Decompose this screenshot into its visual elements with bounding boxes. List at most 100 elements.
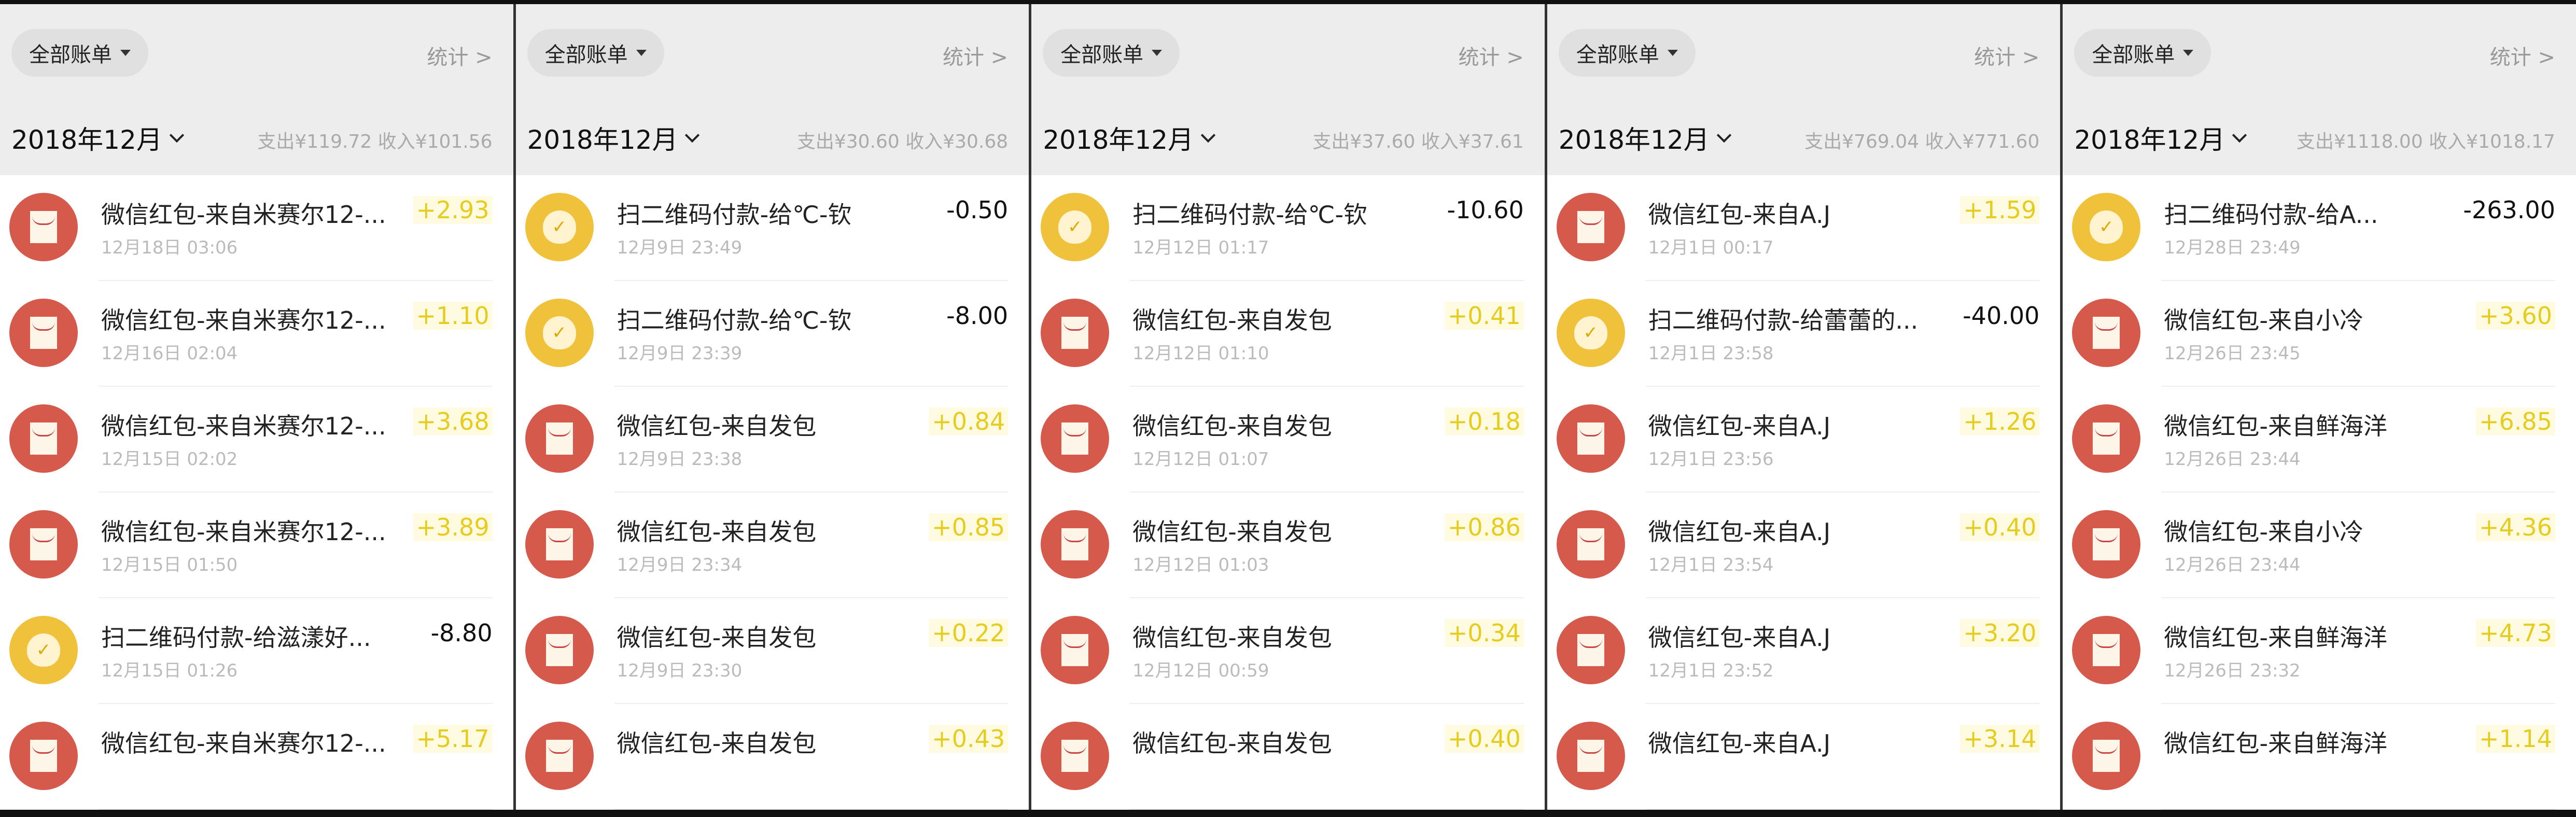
filter-label: 全部账单 [544,43,628,67]
qr-pay-icon [525,299,594,367]
transaction-row[interactable]: 微信红包-来自米赛尔12-... 12月15日 01:50 +3.89 [0,492,513,598]
envelope-glyph [30,528,57,560]
chevron-down-icon [1716,128,1731,143]
transaction-row[interactable]: 扫二维码付款-给℃-钦 12月9日 23:49 -0.50 [516,175,1029,281]
stats-link[interactable]: 统计 > [942,46,1009,69]
filter-dropdown[interactable]: 全部账单 [11,29,148,77]
transaction-row[interactable]: 微信红包-来自鲜海洋 12月26日 23:32 +4.73 [2063,598,2576,704]
filter-dropdown[interactable]: 全部账单 [2074,29,2211,77]
transaction-title: 微信红包-来自发包 [1132,412,1332,440]
transaction-row[interactable]: 扫二维码付款-给℃-钦 12月12日 01:17 -10.60 [1031,175,1545,281]
month-picker[interactable]: 2018年12月 [527,119,700,157]
transaction-row[interactable]: 微信红包-来自发包 12月12日 01:03 +0.86 [1031,492,1545,598]
transaction-amount: +3.14 [1960,725,2040,753]
transaction-row[interactable]: 微信红包-来自A.J 12月1日 23:56 +1.26 [1547,387,2061,492]
transaction-time: 12月15日 01:50 [101,555,238,575]
stats-link[interactable]: 统计 > [427,46,493,69]
transaction-time: 12月12日 01:03 [1132,555,1269,575]
transaction-time: 12月9日 23:39 [617,343,743,364]
row-divider [614,597,1009,598]
transaction-time: 12月12日 00:59 [1132,660,1269,681]
row-divider [99,386,493,387]
row-divider [99,809,493,810]
transaction-row[interactable]: 微信红包-来自米赛尔12-... 12月18日 03:06 +2.93 [0,175,513,281]
transaction-title: 微信红包-来自发包 [1132,518,1332,546]
transaction-time: 12月9日 23:38 [617,449,743,470]
filter-dropdown[interactable]: 全部账单 [1043,29,1180,77]
transaction-title: 微信红包-来自鲜海洋 [2164,412,2387,440]
red-packet-icon [1041,722,1110,790]
envelope-glyph [1061,634,1089,666]
transaction-row[interactable]: 微信红包-来自发包 12月9日 23:34 +0.85 [516,492,1029,598]
row-divider [2161,491,2555,492]
transaction-amount: -40.00 [1963,302,2040,330]
transaction-row[interactable]: 微信红包-来自发包 12月12日 01:07 +0.18 [1031,387,1545,492]
transaction-time: 12月26日 23:45 [2164,343,2301,364]
row-divider [614,491,1009,492]
red-packet-icon [1556,510,1625,579]
transaction-row[interactable]: 微信红包-来自发包 12月12日 00:59 +0.34 [1031,598,1545,704]
transaction-title: 微信红包-来自发包 [617,729,817,757]
money-bag-glyph [542,316,576,349]
chevron-down-icon [685,128,700,143]
transaction-row[interactable]: 微信红包-来自A.J 12月1日 00:17 +1.59 [1547,175,2061,281]
transaction-row[interactable]: 微信红包-来自A.J 12月1日 23:52 +3.20 [1547,598,2061,704]
transaction-time: 12月26日 23:44 [2164,555,2301,575]
transaction-time: 12月9日 23:49 [617,237,743,258]
transaction-row[interactable]: 扫二维码付款-给蕾蕾的... 12月1日 23:58 -40.00 [1547,281,2061,387]
transaction-row[interactable]: 微信红包-来自发包 12月9日 23:38 +0.84 [516,387,1029,492]
bill-panel: 全部账单 统计 > 2018年12月 支出¥769.04 收入¥771.60 微信红包-… [1547,4,2061,810]
row-divider [2161,597,2555,598]
transaction-amount: +0.41 [1444,302,1524,330]
transaction-row[interactable]: 微信红包-来自小冷 12月26日 23:45 +3.60 [2063,281,2576,387]
qr-pay-icon [525,193,594,261]
month-picker[interactable]: 2018年12月 [1043,119,1216,157]
transaction-row[interactable]: 微信红包-来自米赛尔12-... +5.17 [0,704,513,810]
transaction-row[interactable]: 微信红包-来自鲜海洋 12月26日 23:44 +6.85 [2063,387,2576,492]
chevron-down-icon [1200,128,1216,143]
row-divider [99,280,493,281]
transaction-title: 微信红包-来自发包 [1132,729,1332,757]
transaction-row[interactable]: 微信红包-来自米赛尔12-... 12月16日 02:04 +1.10 [0,281,513,387]
stats-link[interactable]: 统计 > [1974,46,2040,69]
month-picker[interactable]: 2018年12月 [1559,119,1731,157]
transaction-row[interactable]: 扫二维码付款-给滋漾好... 12月15日 01:26 -8.80 [0,598,513,704]
money-bag-glyph [1574,316,1607,349]
transaction-title: 扫二维码付款-给滋漾好... [101,624,371,652]
stats-link[interactable]: 统计 > [2489,46,2555,69]
transaction-amount: +0.18 [1444,407,1524,435]
row-divider [1645,386,2040,387]
envelope-glyph [545,422,573,455]
bill-panel: 全部账单 统计 > 2018年12月 支出¥119.72 收入¥101.56 微信红包-… [0,4,513,810]
bill-panel: 全部账单 统计 > 2018年12月 支出¥1118.00 收入¥1018.17 扫二维… [2063,4,2576,810]
transaction-row[interactable]: 微信红包-来自鲜海洋 +1.14 [2063,704,2576,810]
transaction-row[interactable]: 微信红包-来自米赛尔12-... 12月15日 02:02 +3.68 [0,387,513,492]
filter-dropdown[interactable]: 全部账单 [527,29,664,77]
envelope-glyph [2093,634,2120,666]
red-packet-icon [2072,722,2141,790]
bill-panel: 全部账单 统计 > 2018年12月 支出¥37.60 收入¥37.61 扫二维码付款-… [1031,4,1545,810]
transaction-row[interactable]: 扫二维码付款-给A... 12月28日 23:49 -263.00 [2063,175,2576,281]
transaction-row[interactable]: 微信红包-来自小冷 12月26日 23:44 +4.36 [2063,492,2576,598]
transaction-time: 12月28日 23:49 [2164,237,2301,258]
row-divider [1645,703,2040,704]
transaction-amount: -0.50 [946,196,1009,224]
transaction-row[interactable]: 微信红包-来自A.J +3.14 [1547,704,2061,810]
red-packet-icon [2072,510,2141,579]
filter-dropdown[interactable]: 全部账单 [1558,29,1696,77]
red-packet-icon [1556,404,1625,473]
transaction-row[interactable]: 微信红包-来自发包 +0.40 [1031,704,1545,810]
row-divider [2161,703,2555,704]
transaction-row[interactable]: 微信红包-来自发包 +0.43 [516,704,1029,810]
transaction-time: 12月15日 02:02 [101,449,238,470]
transaction-row[interactable]: 扫二维码付款-给℃-钦 12月9日 23:39 -8.00 [516,281,1029,387]
month-picker[interactable]: 2018年12月 [2074,119,2247,157]
envelope-glyph [30,211,57,243]
transaction-amount: +3.89 [413,513,493,541]
transaction-row[interactable]: 微信红包-来自发包 12月9日 23:30 +0.22 [516,598,1029,704]
stats-link[interactable]: 统计 > [1458,46,1524,69]
red-packet-icon [525,616,594,684]
transaction-row[interactable]: 微信红包-来自发包 12月12日 01:10 +0.41 [1031,281,1545,387]
transaction-row[interactable]: 微信红包-来自A.J 12月1日 23:54 +0.40 [1547,492,2061,598]
month-picker[interactable]: 2018年12月 [11,119,185,157]
